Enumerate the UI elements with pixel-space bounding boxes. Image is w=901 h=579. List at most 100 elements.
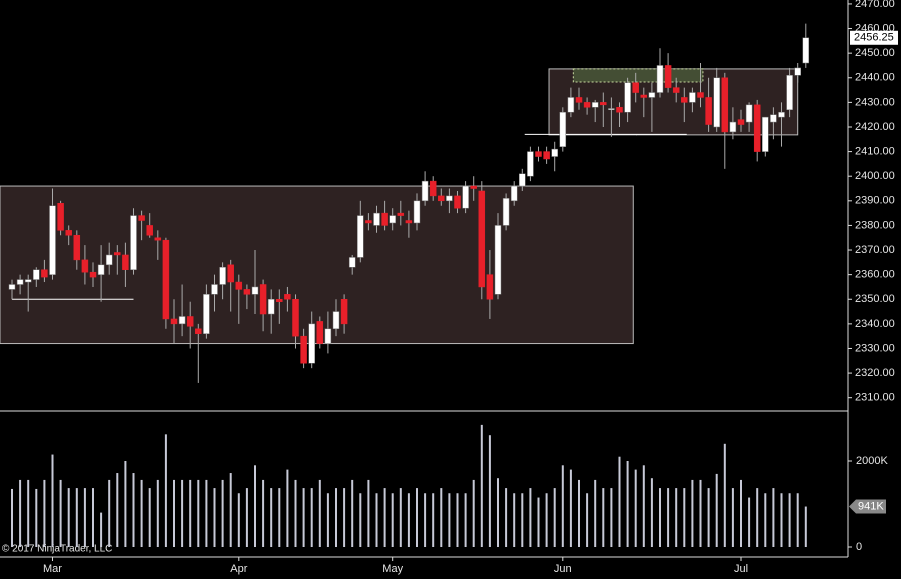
volume-bar bbox=[351, 479, 354, 547]
y-tick-label: 2470.00 bbox=[855, 0, 895, 10]
volume-bar bbox=[83, 488, 86, 547]
candle-body bbox=[470, 185, 477, 189]
candle-body bbox=[421, 180, 429, 202]
candle-body bbox=[381, 212, 388, 226]
volume-bar bbox=[245, 488, 248, 547]
zone-box bbox=[0, 185, 634, 345]
candle-body bbox=[203, 294, 210, 334]
candle-body bbox=[672, 87, 680, 93]
candle-body bbox=[105, 254, 113, 266]
candle-body bbox=[97, 264, 105, 275]
volume-bar bbox=[699, 479, 702, 547]
volume-bar bbox=[124, 461, 127, 547]
volume-bar bbox=[294, 479, 297, 547]
volume-bar bbox=[740, 479, 742, 547]
candle-body bbox=[543, 151, 550, 160]
volume-bar bbox=[286, 469, 289, 547]
volume-bar bbox=[270, 488, 273, 547]
candle-body bbox=[16, 279, 24, 285]
volume-bar bbox=[505, 488, 508, 547]
candle-body bbox=[664, 65, 672, 88]
volume-bar bbox=[780, 493, 783, 547]
volume-bar bbox=[650, 478, 653, 547]
candle-body bbox=[57, 203, 64, 231]
volume-bar bbox=[318, 479, 321, 547]
candle-body bbox=[332, 311, 340, 330]
volume-bar bbox=[804, 506, 807, 547]
volume-bar bbox=[100, 512, 103, 547]
candle-body bbox=[786, 75, 793, 111]
volume-bar bbox=[586, 493, 589, 547]
candle-body bbox=[130, 215, 137, 270]
volume-bar bbox=[27, 479, 30, 547]
candle-body bbox=[65, 230, 72, 236]
candle-body bbox=[316, 321, 324, 344]
volume-bar bbox=[521, 493, 524, 547]
candle-body bbox=[689, 92, 696, 103]
candle-body bbox=[170, 318, 178, 325]
candle-body bbox=[567, 97, 575, 113]
y-tick-label: 2330.00 bbox=[855, 342, 895, 354]
volume-bar bbox=[456, 493, 459, 547]
volume-bar bbox=[529, 488, 532, 547]
volume-bar bbox=[715, 473, 718, 547]
y-tick-label: 2420.00 bbox=[855, 121, 895, 133]
candle-body bbox=[745, 104, 753, 123]
volume-bar bbox=[205, 479, 208, 547]
candle-body bbox=[89, 271, 97, 278]
volume-bar bbox=[731, 488, 734, 547]
volume-bar bbox=[772, 488, 775, 547]
volume-bar bbox=[642, 465, 645, 547]
volume-bar bbox=[569, 469, 572, 547]
candle-body bbox=[591, 102, 599, 108]
candle-body bbox=[713, 77, 720, 128]
candle-body bbox=[494, 225, 502, 295]
volume-bar bbox=[578, 479, 580, 547]
candle-body bbox=[737, 119, 745, 125]
copyright: © 2017 NinjaTrader, LLC bbox=[2, 544, 112, 555]
volume-bar bbox=[796, 493, 799, 547]
candle-body bbox=[357, 215, 364, 258]
candle-body bbox=[802, 37, 810, 64]
volume-bar bbox=[213, 488, 216, 547]
candle-body bbox=[138, 215, 145, 221]
volume-bar bbox=[156, 479, 159, 547]
candle-body bbox=[510, 185, 518, 202]
volume-bar bbox=[148, 488, 151, 547]
volume-bar bbox=[310, 488, 313, 547]
volume-bar bbox=[407, 493, 410, 547]
volume-bar bbox=[92, 488, 94, 547]
candle-body bbox=[122, 254, 129, 270]
x-tick-label: Mar bbox=[43, 563, 62, 575]
volume-bar bbox=[173, 479, 175, 547]
y-tick-label: 2410.00 bbox=[855, 146, 895, 158]
volume-bar bbox=[488, 435, 491, 547]
candle-body bbox=[405, 220, 413, 224]
y-tick-label: 2350.00 bbox=[855, 293, 895, 305]
candle-body bbox=[575, 97, 583, 103]
volume-bar bbox=[343, 488, 346, 547]
candle-body bbox=[656, 65, 664, 93]
volume-bar bbox=[480, 424, 483, 547]
volume-bar bbox=[424, 493, 427, 547]
volume-bar bbox=[537, 497, 540, 547]
candle-body bbox=[114, 252, 121, 256]
volume-bar bbox=[553, 488, 556, 547]
volume-bar bbox=[594, 479, 597, 547]
candle-body bbox=[195, 328, 202, 334]
volume-bar bbox=[618, 456, 621, 547]
y-tick-label: 2360.00 bbox=[855, 269, 895, 281]
candle-body bbox=[373, 212, 380, 226]
last-volume-box bbox=[849, 499, 886, 514]
candle-body bbox=[33, 269, 40, 280]
candle-body bbox=[729, 121, 737, 133]
candle-body bbox=[486, 274, 494, 300]
volume-bar bbox=[391, 493, 394, 547]
y-tick-label: 2370.00 bbox=[855, 244, 895, 256]
candle-body bbox=[154, 237, 162, 241]
candle-body bbox=[365, 220, 372, 224]
candle-body bbox=[292, 299, 299, 337]
candle-body bbox=[146, 225, 153, 236]
candle-body bbox=[251, 286, 259, 295]
candle-body bbox=[81, 259, 89, 273]
